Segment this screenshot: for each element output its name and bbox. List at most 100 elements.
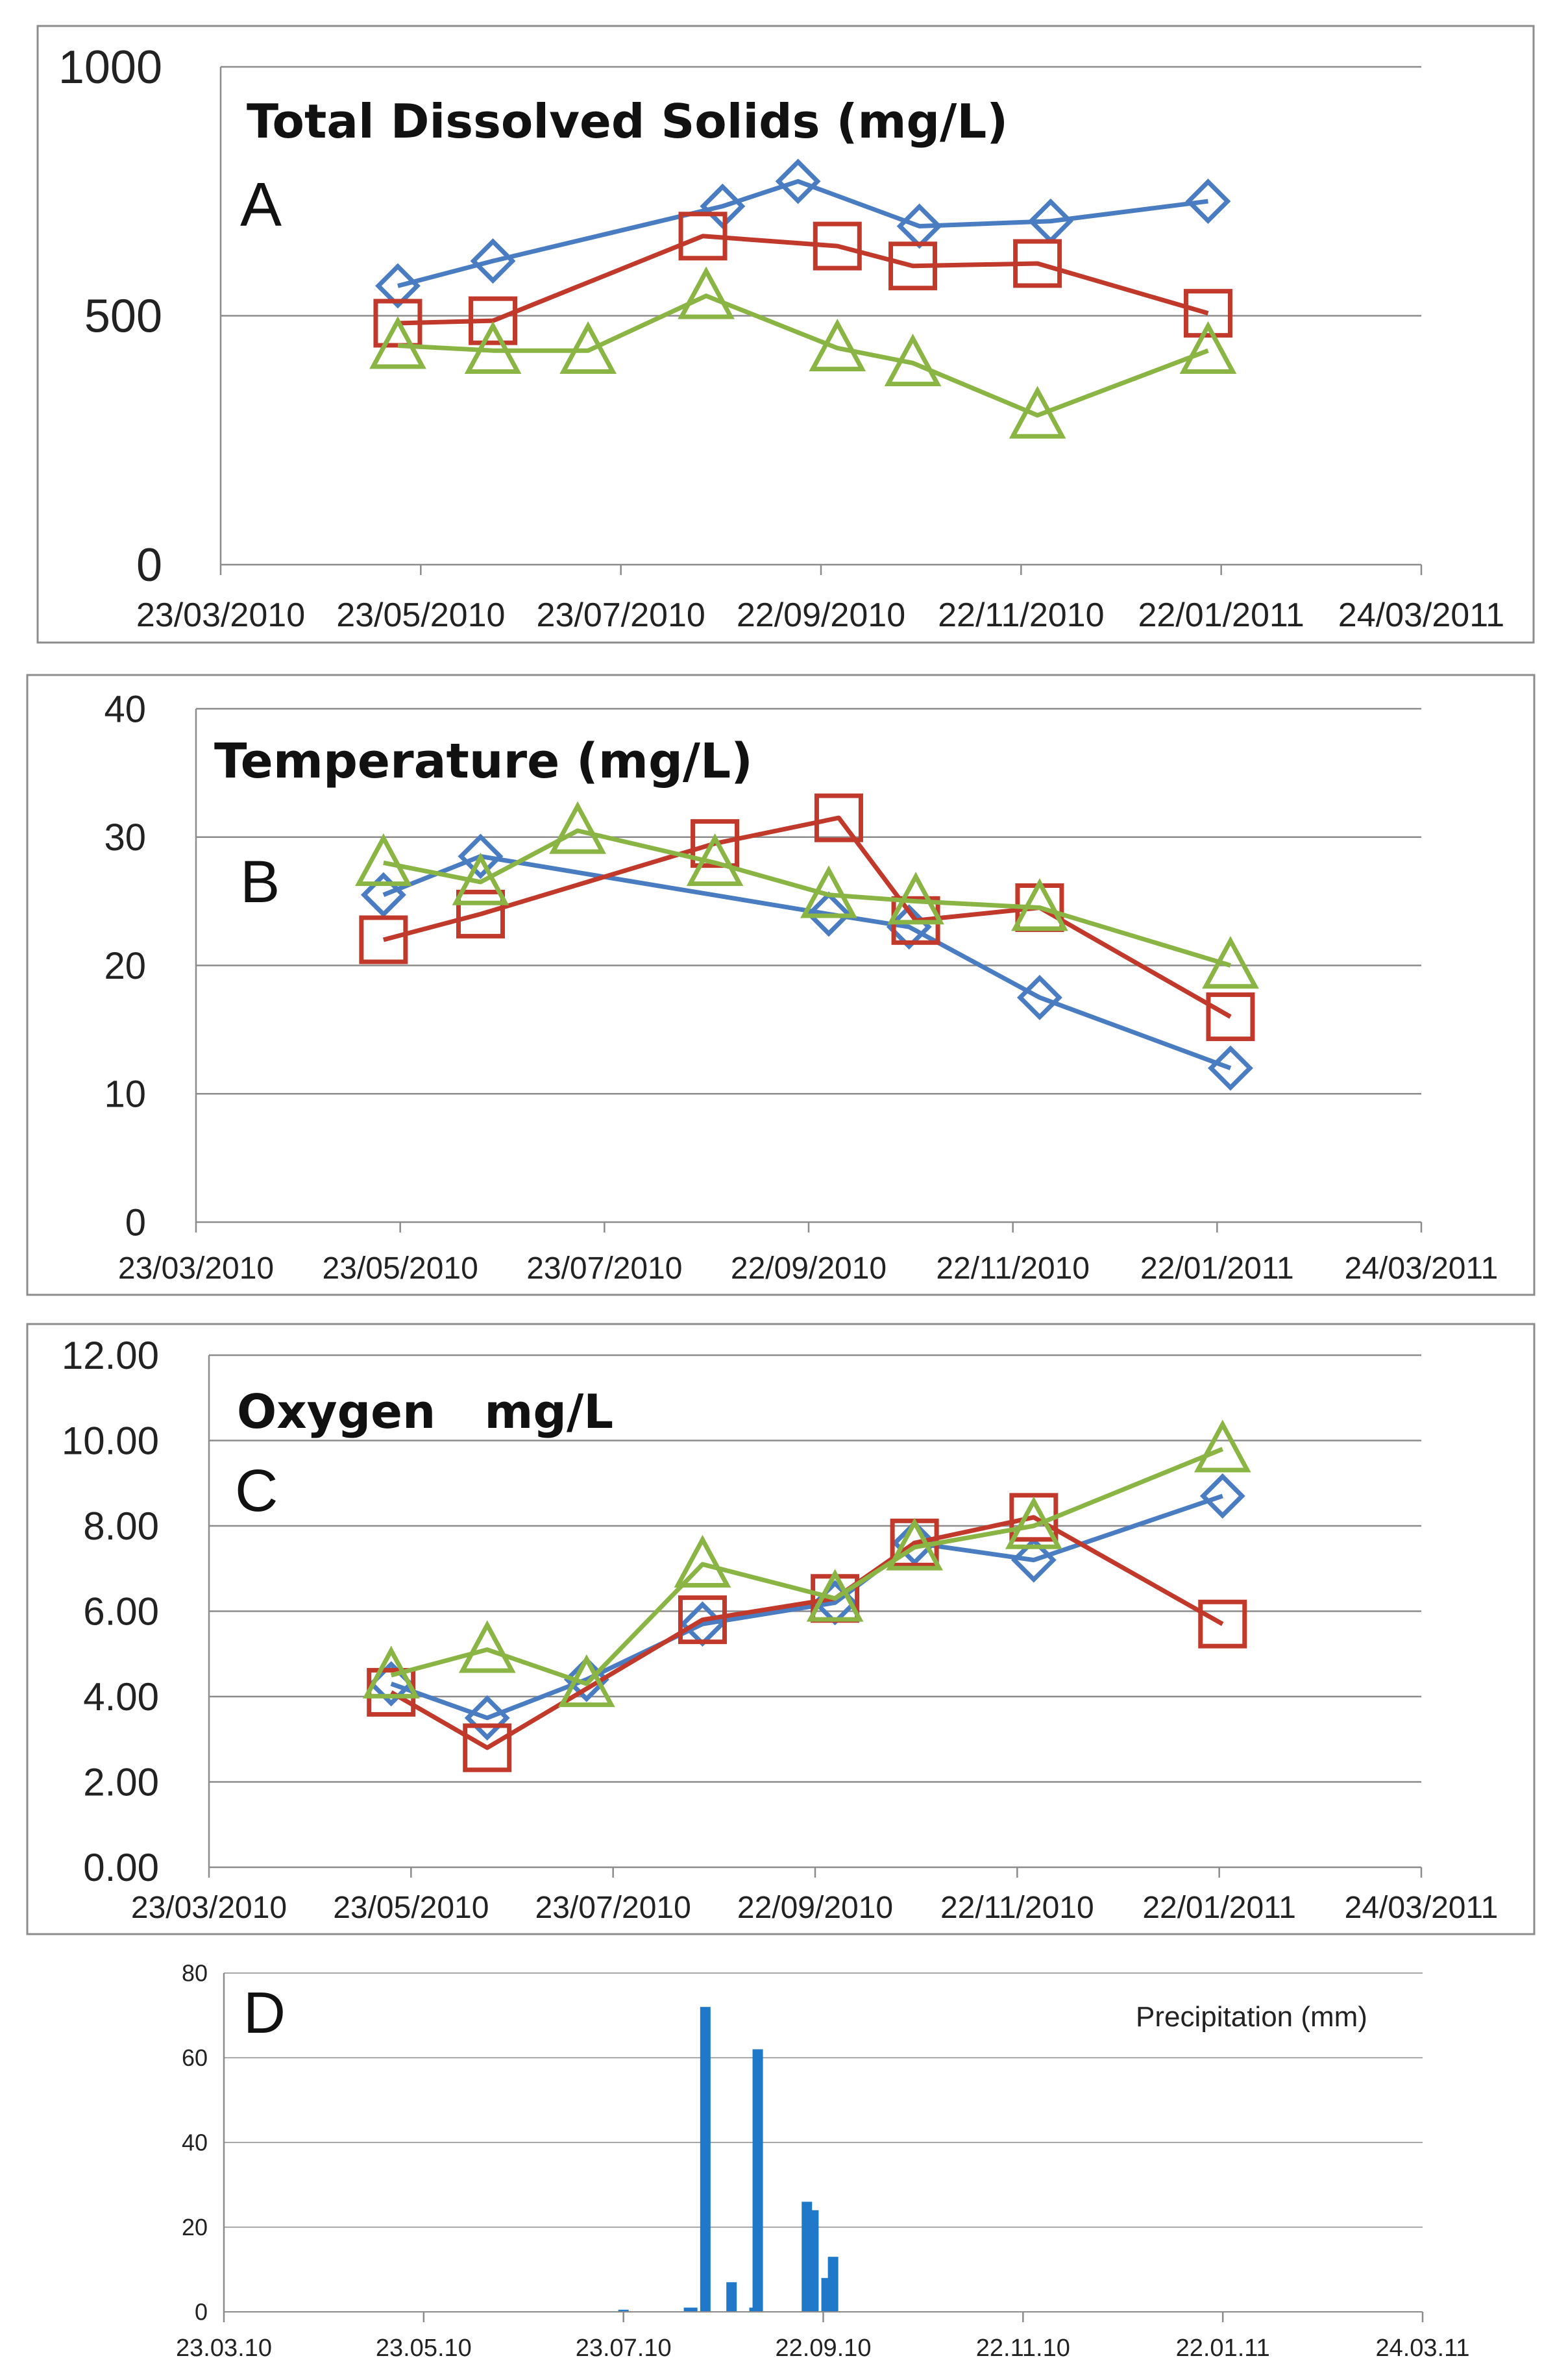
panel-d-title: Precipitation (mm) [1136, 2001, 1367, 2033]
precipitation-bar [618, 2309, 629, 2312]
square-point [456, 889, 505, 939]
series-line-2 [397, 234, 1209, 326]
plot-c: 0.00 2.00 4.00 6.00 8.00 10.00 12.00 23/03/2010… [62, 1334, 1498, 1925]
x-tick-label: 22.09.10 [776, 2335, 872, 2362]
y-tick-label: 30 [104, 816, 146, 859]
triangle-point [887, 872, 944, 925]
x-tick-label: 22/01/2011 [1138, 596, 1304, 634]
plot-a: 0 500 1000 23/03/2010 23/05/2010 23/07/2010 22… [58, 42, 1504, 634]
triangle-point [800, 865, 857, 918]
triangle-point [674, 1534, 731, 1588]
triangle-point [1009, 386, 1066, 439]
triangle-point [1179, 321, 1237, 374]
square-point [1198, 1599, 1247, 1649]
precipitation-bar [726, 2282, 737, 2312]
panel-b-title: Temperature (mg/L) [214, 733, 753, 789]
y-tick-label: 80 [182, 1960, 208, 1987]
diamond-point [1208, 1045, 1253, 1091]
square-point [1206, 992, 1255, 1042]
triangle-point [452, 852, 509, 905]
y-tick-label: 12.00 [62, 1334, 159, 1377]
y-tick-label: 0.00 [83, 1846, 159, 1889]
precipitation-bar [827, 2257, 839, 2312]
square-point [678, 212, 728, 261]
x-tick-label: 23.03.10 [176, 2335, 272, 2362]
x-tick-label: 22/01/2011 [1142, 1891, 1296, 1925]
y-tick-label: 60 [182, 2044, 208, 2071]
y-tick-label: 20 [104, 945, 146, 987]
x-tick-label: 23/07/2010 [526, 1251, 682, 1286]
series-line-1 [397, 178, 1208, 288]
triangle-point [1011, 878, 1068, 931]
x-tick-label: 23.07.10 [576, 2335, 672, 2362]
panel-c: Oxygen mg/L C [26, 1323, 1536, 1935]
x-tick-label: 22/09/2010 [737, 1891, 893, 1925]
triangle-point [355, 833, 412, 887]
y-tick-label: 500 [84, 291, 162, 343]
y-tick-label: 6.00 [83, 1590, 159, 1634]
x-tick-label: 22/09/2010 [737, 596, 905, 634]
x-tick-label: 22/11/2010 [936, 1251, 1090, 1286]
y-tick-label: 8.00 [83, 1504, 159, 1548]
triangle-point [559, 321, 617, 374]
y-tick-label: 2.00 [83, 1761, 159, 1804]
y-tick-label: 1000 [58, 42, 162, 93]
square-point [463, 1723, 512, 1773]
triangle-point [369, 316, 426, 369]
panel-b-frame [26, 674, 1536, 1296]
triangle-point [362, 1645, 420, 1699]
triangle-point [557, 1654, 615, 1708]
diamond-point [1016, 974, 1062, 1020]
precipitation-bar [700, 2007, 711, 2312]
x-tick-label: 23/05/2010 [333, 1891, 489, 1925]
diamond-point [360, 872, 406, 918]
panel-a: Total Dissolved Solids (mg/L) A [36, 25, 1535, 644]
square-point [813, 221, 862, 271]
triangle-point [458, 1620, 516, 1673]
x-tick-label: 22/11/2010 [940, 1891, 1094, 1925]
panel-c-frame [26, 1323, 1536, 1935]
triangle-point [549, 801, 606, 854]
diamond-point [892, 1520, 938, 1566]
x-tick-label: 23/07/2010 [535, 1891, 691, 1925]
x-tick-label: 24/03/2011 [1338, 596, 1504, 634]
y-tick-label: 0 [195, 2299, 208, 2325]
precipitation-bar [808, 2210, 819, 2312]
diamond-point [1199, 1473, 1245, 1519]
triangle-point [1202, 936, 1259, 989]
diamond-point [375, 263, 421, 309]
diamond-point [775, 158, 821, 204]
panel-d: D Precipitation (mm) [243, 1981, 1367, 2046]
x-tick-label: 24/03/2011 [1345, 1251, 1499, 1286]
y-tick-label: 40 [182, 2129, 208, 2156]
y-tick-label: 4.00 [83, 1675, 159, 1719]
square-point [359, 915, 408, 964]
y-tick-label: 20 [182, 2214, 208, 2240]
diamond-point [470, 238, 516, 284]
square-point [1183, 289, 1232, 338]
square-point [373, 299, 422, 348]
square-point [691, 819, 740, 868]
triangle-point [1194, 1419, 1251, 1473]
triangle-point [809, 318, 866, 372]
triangle-point [678, 266, 735, 319]
plot-d: 0 20 40 60 80 23.03.10 23.05.10 23.07.10 22.09.1… [176, 1960, 1470, 2362]
panel-c-title: Oxygen mg/L [237, 1384, 613, 1439]
square-point [1013, 239, 1062, 288]
panel-b-letter: B [240, 849, 280, 915]
square-point [814, 793, 863, 842]
series-line-3 [383, 828, 1231, 968]
y-tick-label: 10.00 [62, 1419, 159, 1463]
y-tick-label: 40 [104, 688, 146, 730]
x-tick-label: 24.03.11 [1375, 2335, 1469, 2362]
x-tick-label: 23/05/2010 [323, 1251, 478, 1286]
triangle-point [884, 334, 942, 387]
panel-a-frame [36, 25, 1535, 644]
x-tick-label: 22/11/2010 [938, 596, 1104, 634]
plots: 0 500 1000 23/03/2010 23/05/2010 23/07/2010 22… [58, 42, 1504, 2362]
panel-c-letter: C [235, 1458, 278, 1524]
plot-b: 0 10 20 30 40 23/03/2010 23/05/2010 23/07/2010 2… [104, 688, 1498, 1286]
y-tick-label: 0 [125, 1201, 146, 1244]
x-tick-label: 23/03/2010 [136, 596, 305, 634]
